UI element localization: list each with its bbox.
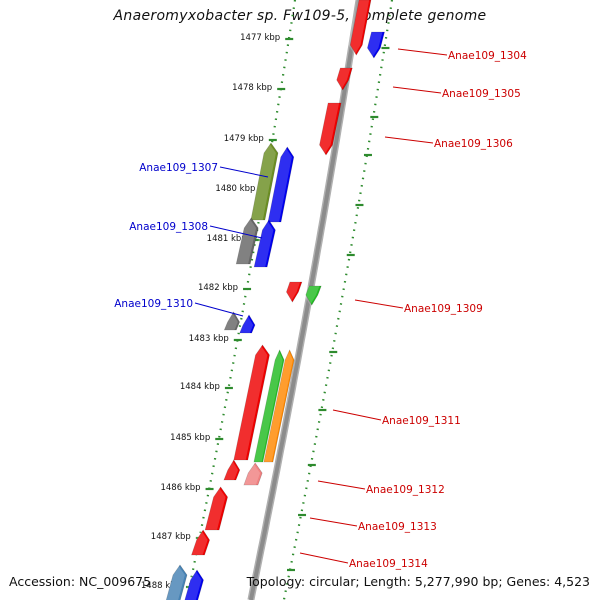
- genome-title: Anaeromyxobacter sp. Fw109-5, complete g…: [113, 8, 487, 24]
- tick-label: 1484 kbp: [180, 382, 220, 392]
- backbone: [247, 0, 363, 600]
- gene-label-anae109_1306[interactable]: Anae109_1306: [384, 136, 513, 150]
- gene-1305[interactable]: [334, 67, 353, 91]
- gene-label-anae109_1307[interactable]: Anae109_1307: [139, 162, 269, 178]
- tick-label: 1482 kbp: [198, 283, 238, 293]
- accession-text: Accession: NC_009675: [9, 574, 152, 589]
- svg-text:Anae109_1313: Anae109_1313: [358, 521, 437, 533]
- gene-extra-steel[interactable]: [163, 564, 188, 600]
- gene-label-anae109_1311[interactable]: Anae109_1311: [332, 409, 461, 427]
- tick-label: 1481 kbp: [207, 234, 247, 244]
- tick-label: 1478 kbp: [232, 83, 272, 93]
- topology-text: Topology: circular; Length: 5,277,990 bp…: [246, 574, 590, 589]
- gene-track: [163, 0, 385, 600]
- svg-text:Anae109_1304: Anae109_1304: [448, 50, 527, 62]
- svg-text:Anae109_1312: Anae109_1312: [366, 484, 445, 496]
- tick-label: 1479 kbp: [224, 134, 264, 144]
- tick-label: 1487 kbp: [151, 532, 191, 542]
- gene-1309-b[interactable]: [304, 285, 322, 306]
- gene-label-anae109_1308[interactable]: Anae109_1308: [129, 221, 263, 239]
- svg-text:Anae109_1311: Anae109_1311: [382, 415, 461, 427]
- tick-label: 1488 kbp: [141, 581, 181, 591]
- gene-1308-gray[interactable]: [234, 217, 259, 265]
- gene-1311-orange[interactable]: [262, 349, 295, 463]
- gene-1306[interactable]: [317, 102, 342, 156]
- svg-text:Anae109_1308: Anae109_1308: [129, 221, 208, 233]
- gene-1311-red[interactable]: [231, 344, 270, 461]
- gene-1310-blue[interactable]: [237, 314, 256, 334]
- tick-track: 1477 kbp 1478 kbp 1479 kbp 1480 kbp 1481 kbp…: [141, 0, 394, 600]
- tick-label: 1480 kbp: [215, 184, 255, 194]
- gene-1309-a[interactable]: [284, 281, 303, 303]
- gene-1314[interactable]: [189, 529, 210, 556]
- backbone-line: [248, 0, 361, 600]
- svg-text:Anae109_1310: Anae109_1310: [114, 298, 193, 310]
- gene-label-anae109_1312[interactable]: Anae109_1312: [317, 480, 445, 496]
- tick-ring-outer: [282, 0, 394, 600]
- svg-text:Anae109_1307: Anae109_1307: [139, 162, 218, 174]
- svg-text:Anae109_1306: Anae109_1306: [434, 138, 513, 150]
- tick-label: 1486 kbp: [160, 483, 200, 493]
- gene-1311-green[interactable]: [252, 349, 285, 463]
- tick-label: 1485 kbp: [170, 433, 210, 443]
- gene-label-anae109_1309[interactable]: Anae109_1309: [354, 299, 483, 315]
- gene-label-anae109_1314[interactable]: Anae109_1314: [299, 552, 428, 570]
- gene-labels: Anae109_1307 Anae109_1308 Anae109_1310 Anae…: [114, 48, 527, 570]
- gene-1312-pink[interactable]: [241, 462, 263, 486]
- gene-1307-blue[interactable]: [266, 146, 295, 223]
- gene-label-anae109_1304[interactable]: Anae109_1304: [397, 48, 527, 62]
- svg-text:Anae109_1305: Anae109_1305: [442, 88, 521, 100]
- gene-1308-blue[interactable]: [252, 219, 276, 268]
- tick-label: 1477 kbp: [240, 33, 280, 43]
- gene-label-anae109_1305[interactable]: Anae109_1305: [392, 86, 521, 100]
- gene-label-anae109_1310[interactable]: Anae109_1310: [114, 298, 244, 317]
- svg-text:Anae109_1309: Anae109_1309: [404, 303, 483, 315]
- svg-text:Anae109_1314: Anae109_1314: [349, 558, 428, 570]
- gene-1304-b[interactable]: [365, 31, 385, 59]
- gene-1304-a[interactable]: [348, 0, 372, 56]
- gene-1312-red[interactable]: [222, 459, 241, 481]
- tick-label: 1483 kbp: [189, 334, 229, 344]
- gene-1313[interactable]: [203, 486, 228, 531]
- gene-1307-olive[interactable]: [248, 142, 279, 221]
- gene-extra-blue[interactable]: [181, 569, 204, 600]
- gene-label-anae109_1313[interactable]: Anae109_1313: [309, 517, 437, 533]
